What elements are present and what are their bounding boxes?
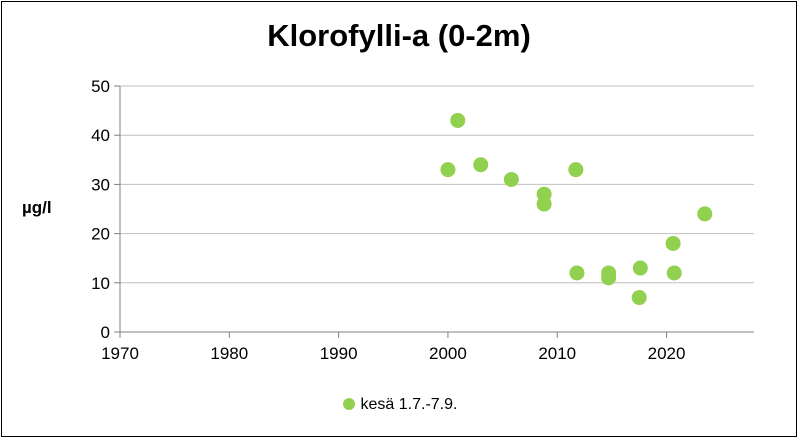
data-point [473, 157, 489, 173]
axes [114, 85, 754, 338]
x-tick-label: 1980 [210, 344, 248, 363]
tick-labels: 0 10 20 30 40 50 1970 1980 1990 2000 2010 2020 [91, 77, 685, 363]
y-tick-label: 10 [91, 274, 110, 293]
legend-label: kesä 1.7.-7.9. [360, 396, 458, 413]
y-tick-label: 0 [101, 323, 110, 342]
data-point [440, 162, 456, 178]
data-point [568, 162, 584, 178]
data-point [601, 270, 617, 286]
y-tick-label: 40 [91, 126, 110, 145]
data-point [569, 265, 585, 281]
data-point [631, 290, 647, 306]
data-point [665, 235, 681, 251]
data-point [666, 265, 682, 281]
legend-marker [342, 398, 355, 410]
data-point [450, 112, 466, 128]
y-axis-label: µg/l [22, 198, 52, 217]
data-point [697, 206, 713, 222]
x-tick-label: 2000 [429, 344, 467, 363]
legend: kesä 1.7.-7.9. [0, 396, 800, 414]
y-tick-label: 30 [91, 175, 110, 194]
x-tick-label: 1970 [101, 344, 139, 363]
x-tick-label: 2010 [538, 344, 576, 363]
x-tick-label: 1990 [320, 344, 358, 363]
data-points [440, 112, 713, 306]
chart-title: Klorofylli-a (0-2m) [267, 18, 531, 53]
x-tick-label: 2020 [648, 344, 686, 363]
data-point [503, 171, 519, 187]
data-point [632, 260, 648, 276]
y-tick-label: 20 [91, 225, 110, 244]
gridlines [120, 85, 754, 284]
data-point [536, 196, 552, 212]
y-tick-label: 50 [91, 77, 110, 96]
